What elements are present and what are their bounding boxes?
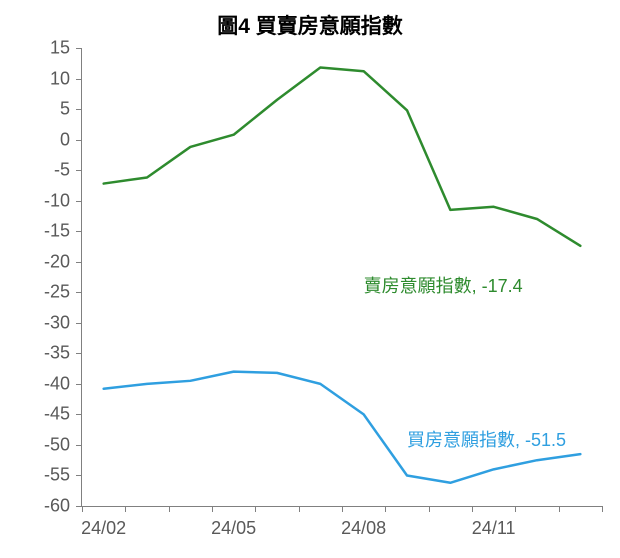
y-axis-line <box>81 48 82 506</box>
x-tick-label: 24/08 <box>341 518 386 539</box>
y-tick-mark <box>76 475 82 476</box>
x-tick-mark <box>169 506 170 512</box>
series-end-label: 賣房意願指數, -17.4 <box>364 272 523 298</box>
y-tick-mark <box>76 231 82 232</box>
y-tick-mark <box>76 170 82 171</box>
y-tick-label: 0 <box>0 129 70 150</box>
y-tick-mark <box>76 109 82 110</box>
y-tick-mark <box>76 292 82 293</box>
x-tick-mark <box>559 506 560 512</box>
y-tick-label: -10 <box>0 190 70 211</box>
y-tick-label: -35 <box>0 343 70 364</box>
y-tick-label: -5 <box>0 160 70 181</box>
y-tick-label: 15 <box>0 38 70 59</box>
x-tick-label: 24/02 <box>81 518 126 539</box>
y-tick-mark <box>76 79 82 80</box>
x-tick-mark <box>125 506 126 512</box>
y-tick-label: -30 <box>0 312 70 333</box>
chart-title: 圖4 買賣房意願指數 <box>0 10 620 40</box>
y-tick-mark <box>76 353 82 354</box>
x-tick-mark <box>342 506 343 512</box>
series-line <box>104 68 581 246</box>
y-tick-mark <box>76 445 82 446</box>
y-tick-label: -40 <box>0 373 70 394</box>
y-tick-mark <box>76 201 82 202</box>
chart-container: 圖4 買賣房意願指數 15 10 5 0 -5 -10 -15 -20 -25 -30 -35 -40… <box>0 0 620 558</box>
y-tick-label: 5 <box>0 99 70 120</box>
x-tick-mark <box>255 506 256 512</box>
y-tick-mark <box>76 48 82 49</box>
y-tick-label: 10 <box>0 68 70 89</box>
y-tick-label: -55 <box>0 465 70 486</box>
y-tick-label: -25 <box>0 282 70 303</box>
y-tick-label: -50 <box>0 434 70 455</box>
y-tick-label: -45 <box>0 404 70 425</box>
y-tick-mark <box>76 384 82 385</box>
x-tick-label: 24/05 <box>211 518 256 539</box>
y-tick-mark <box>76 414 82 415</box>
x-tick-label: 24/11 <box>472 518 516 539</box>
x-tick-mark <box>429 506 430 512</box>
x-tick-mark <box>515 506 516 512</box>
y-tick-label: -60 <box>0 496 70 517</box>
x-tick-mark <box>299 506 300 512</box>
x-tick-mark <box>212 506 213 512</box>
y-tick-label: -20 <box>0 251 70 272</box>
y-tick-mark <box>76 140 82 141</box>
series-end-label: 買房意願指數, -51.5 <box>407 426 566 452</box>
x-tick-mark <box>385 506 386 512</box>
y-tick-mark <box>76 262 82 263</box>
x-tick-mark <box>82 506 83 512</box>
x-tick-mark <box>472 506 473 512</box>
y-tick-mark <box>76 323 82 324</box>
x-tick-mark <box>602 506 603 512</box>
y-tick-label: -15 <box>0 221 70 242</box>
